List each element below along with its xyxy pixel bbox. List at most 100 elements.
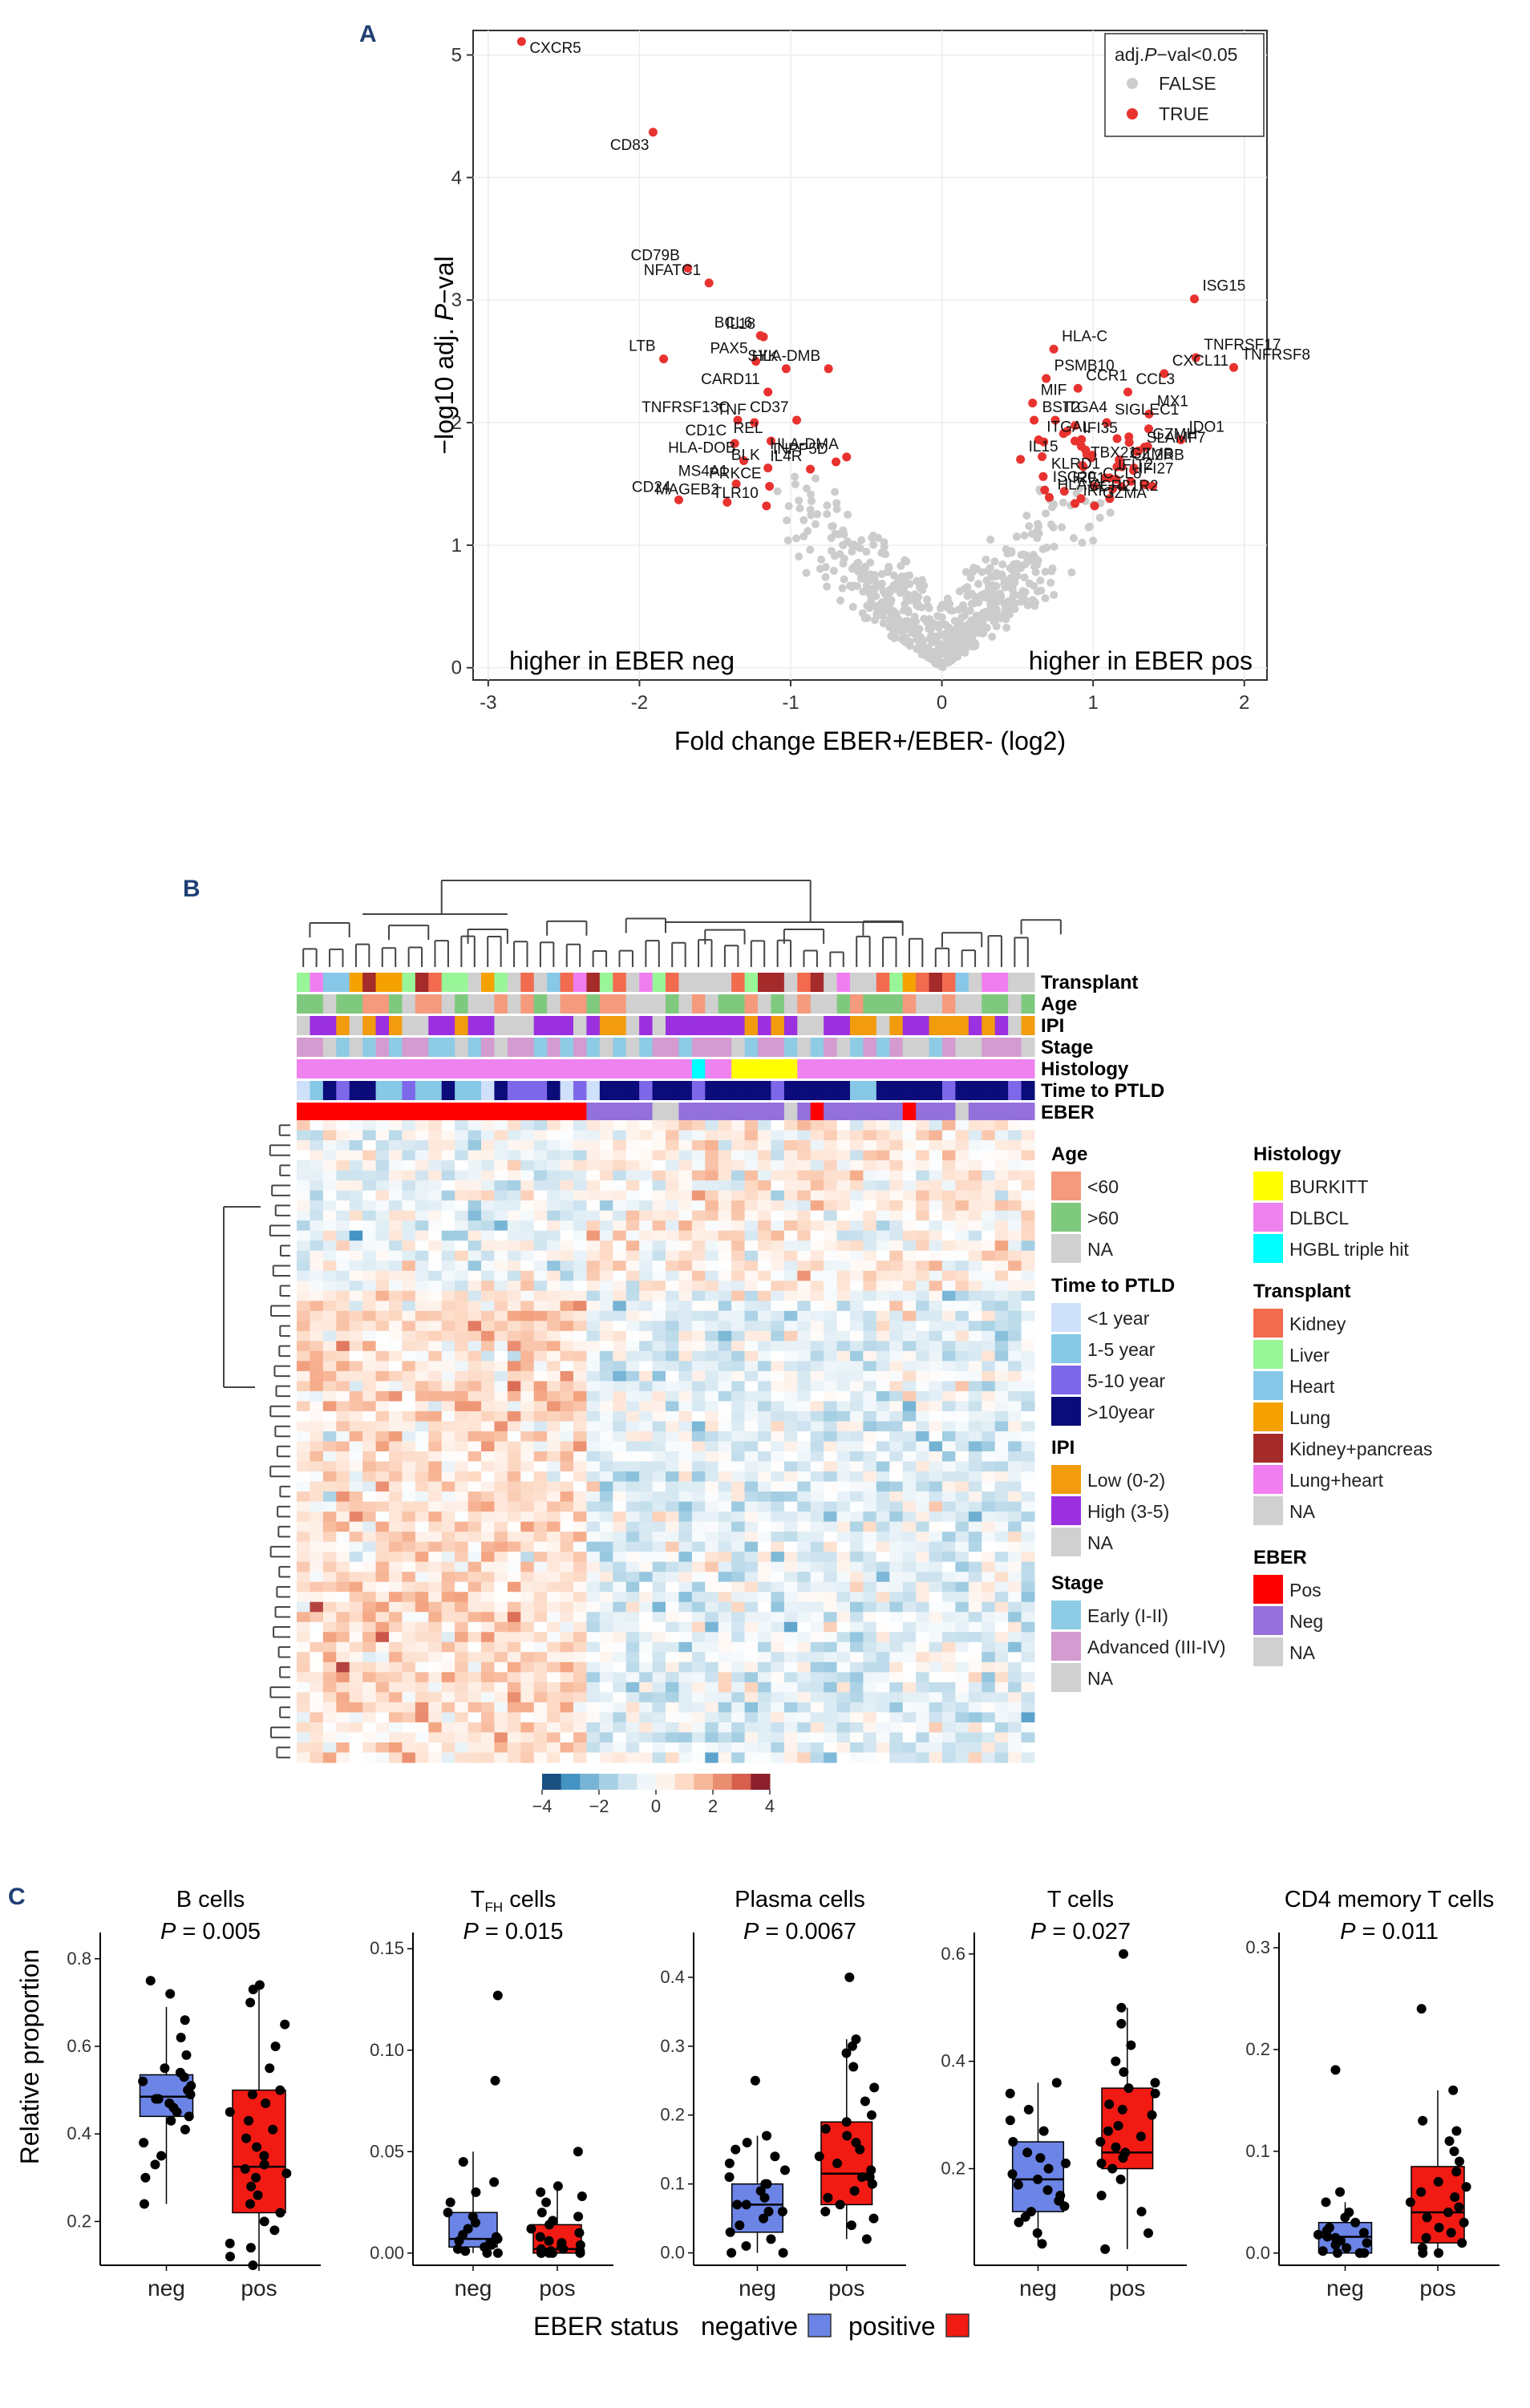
heatmap-cell	[955, 1321, 969, 1332]
heatmap-cell	[507, 1240, 521, 1252]
heatmap-cell	[586, 1240, 601, 1252]
heatmap-cell	[889, 1661, 904, 1673]
heatmap-cell	[375, 1120, 390, 1131]
heatmap-cell	[758, 1410, 771, 1422]
heatmap-cell	[481, 1200, 495, 1212]
heatmap-cell	[929, 1532, 943, 1543]
heatmap-cell	[415, 1261, 429, 1272]
volcano-point-sig	[1038, 471, 1048, 481]
volcano-gene-label: CD24	[632, 479, 671, 496]
heatmap-cell	[520, 1250, 535, 1261]
heatmap-cell	[982, 1451, 996, 1463]
heatmap-cell	[362, 1471, 377, 1483]
heatmap-cell	[889, 1441, 904, 1452]
heatmap-cell	[929, 1290, 943, 1301]
volcano-point-nonsig	[870, 571, 879, 580]
heatmap-cell	[520, 1732, 535, 1743]
heatmap-cell	[560, 1421, 574, 1432]
heatmap-cell	[310, 1250, 324, 1261]
heatmap-cell	[771, 1330, 785, 1342]
heatmap-cell	[560, 1532, 574, 1543]
heatmap-cell	[310, 1180, 324, 1192]
annotation-cell	[666, 994, 679, 1014]
heatmap-cell	[349, 1521, 363, 1532]
heatmap-cell	[850, 1441, 864, 1452]
heatmap-cell	[428, 1321, 443, 1332]
heatmap-cell	[533, 1370, 548, 1382]
heatmap-cell	[929, 1481, 943, 1492]
heatmap-cell	[929, 1712, 943, 1723]
heatmap-cell	[942, 1621, 956, 1633]
heatmap-cell	[586, 1190, 601, 1201]
heatmap-cell	[929, 1621, 943, 1633]
heatmap-cell	[902, 1501, 917, 1512]
heatmap-cell	[968, 1310, 982, 1321]
heatmap-cell	[968, 1632, 982, 1643]
heatmap-cell	[573, 1561, 587, 1572]
heatmap-cell	[1021, 1612, 1035, 1623]
heatmap-cell	[744, 1361, 759, 1372]
heatmap-cell	[625, 1230, 640, 1241]
heatmap-cell	[902, 1150, 917, 1161]
heatmap-cell	[507, 1451, 521, 1463]
heatmap-cell	[982, 1641, 996, 1653]
panel-label-b: B	[183, 876, 200, 902]
heatmap-cell	[718, 1310, 732, 1321]
annotation-cell	[415, 1059, 429, 1079]
heatmap-cell	[942, 1120, 956, 1131]
heatmap-cell	[797, 1742, 812, 1753]
heatmap-cell	[758, 1150, 771, 1161]
annotation-cell	[533, 1059, 548, 1079]
volcano-gene-label: BLK	[731, 447, 760, 464]
heatmap-cell	[916, 1220, 930, 1232]
heatmap-cell	[310, 1270, 324, 1281]
heatmap-cell	[718, 1350, 732, 1362]
volcano-gene-label: HLA-DMB	[752, 348, 821, 365]
heatmap-cell	[402, 1552, 416, 1563]
heatmap-cell	[836, 1421, 851, 1432]
heatmap-cell	[783, 1672, 798, 1683]
heatmap-cell	[678, 1661, 693, 1673]
heatmap-cell	[797, 1120, 812, 1131]
heatmap-cell	[836, 1210, 851, 1221]
heatmap-cell	[455, 1612, 469, 1623]
heatmap-cell	[468, 1281, 482, 1292]
annotation-cell	[982, 1103, 996, 1122]
heatmap-cell	[375, 1652, 390, 1663]
heatmap-cell	[362, 1410, 377, 1422]
heatmap-cell	[705, 1170, 719, 1181]
heatmap-cell	[942, 1742, 956, 1753]
heatmap-cell	[678, 1491, 693, 1503]
heatmap-cell	[533, 1532, 548, 1543]
heatmap-cell	[507, 1230, 521, 1241]
annotation-cell	[481, 1081, 495, 1100]
heatmap-cell	[836, 1722, 851, 1733]
heatmap-cell	[468, 1410, 482, 1422]
heatmap-cell	[428, 1220, 443, 1232]
heatmap-cell	[797, 1410, 812, 1422]
heatmap-cell	[902, 1190, 917, 1201]
heatmap-cell	[349, 1732, 363, 1743]
heatmap-cell	[494, 1532, 508, 1543]
heatmap-cell	[322, 1712, 337, 1723]
heatmap-cell	[402, 1572, 416, 1583]
heatmap-cell	[428, 1471, 443, 1483]
heatmap-cell	[389, 1661, 403, 1673]
heatmap-cell	[1008, 1521, 1022, 1532]
heatmap-cell	[441, 1290, 455, 1301]
heatmap-cell	[994, 1641, 1009, 1653]
heatmap-cell	[824, 1410, 838, 1422]
heatmap-cell	[639, 1240, 654, 1252]
heatmap-cell	[455, 1532, 469, 1543]
heatmap-cell	[1021, 1592, 1035, 1603]
heatmap-cell	[836, 1390, 851, 1402]
heatmap-cell	[942, 1481, 956, 1492]
heatmap-cell	[310, 1301, 324, 1312]
annotation-cell	[336, 1038, 350, 1057]
heatmap-cell	[718, 1230, 732, 1241]
heatmap-cell	[586, 1341, 601, 1352]
volcano-point-nonsig	[821, 573, 830, 581]
heatmap-cell	[824, 1682, 838, 1693]
heatmap-cell	[586, 1390, 601, 1402]
heatmap-cell	[375, 1390, 390, 1402]
